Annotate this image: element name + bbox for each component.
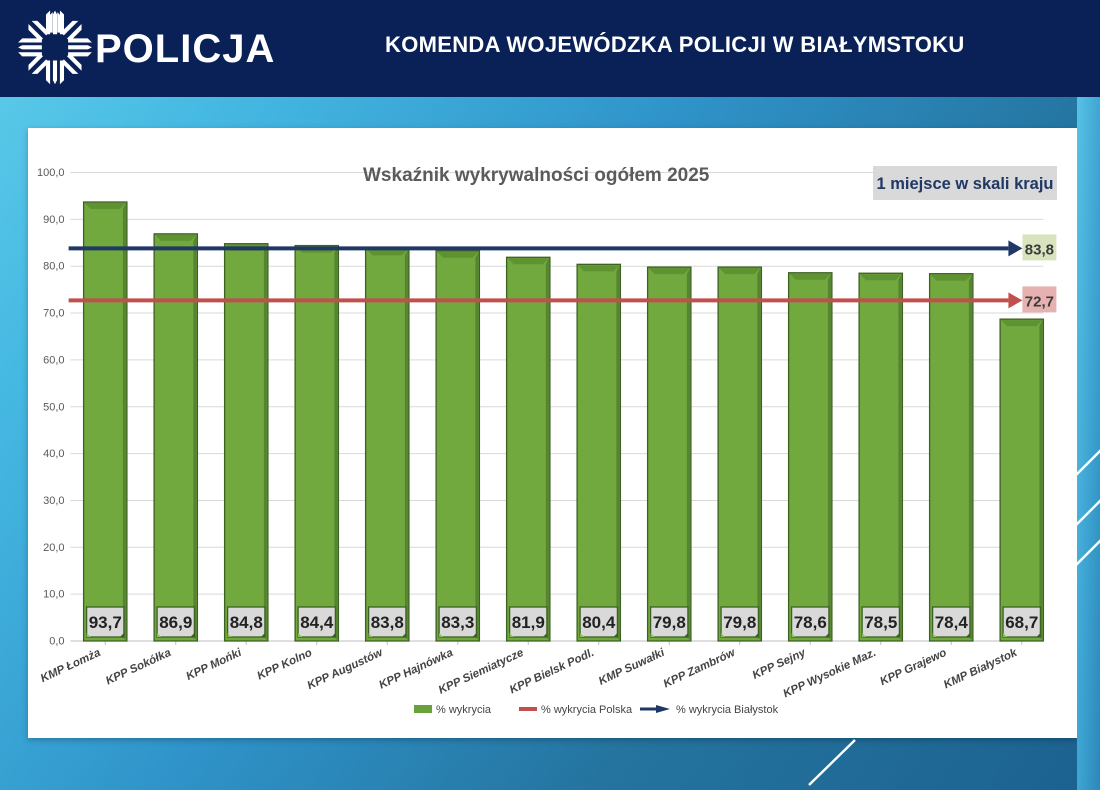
svg-text:79,8: 79,8 [723,613,756,632]
svg-text:KPP Augustów: KPP Augustów [306,646,386,692]
svg-text:80,0: 80,0 [43,261,64,273]
svg-text:78,4: 78,4 [935,613,969,632]
svg-text:83,8: 83,8 [1025,241,1054,258]
svg-text:84,4: 84,4 [300,613,334,632]
svg-text:KMP Łomża: KMP Łomża [39,647,103,685]
svg-text:78,5: 78,5 [864,613,897,632]
svg-text:KPP Sokółka: KPP Sokółka [104,647,174,688]
svg-text:90,0: 90,0 [43,214,64,226]
svg-text:30,0: 30,0 [43,495,64,507]
svg-text:81,9: 81,9 [512,613,545,632]
svg-text:KPP Zambrów: KPP Zambrów [662,646,738,690]
svg-text:% wykrycia Polska: % wykrycia Polska [541,704,633,716]
svg-text:40,0: 40,0 [43,448,64,460]
svg-text:83,8: 83,8 [371,613,404,632]
svg-text:79,8: 79,8 [653,613,686,632]
svg-text:93,7: 93,7 [89,613,122,632]
svg-text:84,8: 84,8 [230,613,263,632]
svg-text:0,0: 0,0 [49,636,64,648]
svg-text:KPP Mońki: KPP Mońki [184,647,244,683]
svg-text:78,6: 78,6 [794,613,827,632]
svg-text:% wykrycia: % wykrycia [436,704,492,716]
svg-text:10,0: 10,0 [43,589,64,601]
svg-text:83,3: 83,3 [441,613,474,632]
svg-text:KMP Białystok: KMP Białystok [942,647,1020,692]
svg-text:20,0: 20,0 [43,542,64,554]
svg-text:80,4: 80,4 [582,613,616,632]
svg-text:100,0: 100,0 [37,167,65,179]
svg-text:68,7: 68,7 [1005,613,1038,632]
svg-text:KMP Suwałki: KMP Suwałki [597,647,667,688]
svg-text:KPP Sejny: KPP Sejny [751,647,808,682]
svg-text:Wskaźnik wykrywalności ogółem: Wskaźnik wykrywalności ogółem 2025 [363,165,710,186]
svg-text:60,0: 60,0 [43,354,64,366]
svg-text:KPP Grajewo: KPP Grajewo [878,647,948,688]
svg-text:% wykrycia Białystok: % wykrycia Białystok [676,704,779,716]
svg-text:72,7: 72,7 [1025,293,1054,310]
svg-text:86,9: 86,9 [159,613,192,632]
svg-text:KPP Kolno: KPP Kolno [255,647,314,683]
svg-text:50,0: 50,0 [43,401,64,413]
svg-text:70,0: 70,0 [43,308,64,320]
svg-text:1 miejsce w skali kraju: 1 miejsce w skali kraju [876,175,1053,193]
